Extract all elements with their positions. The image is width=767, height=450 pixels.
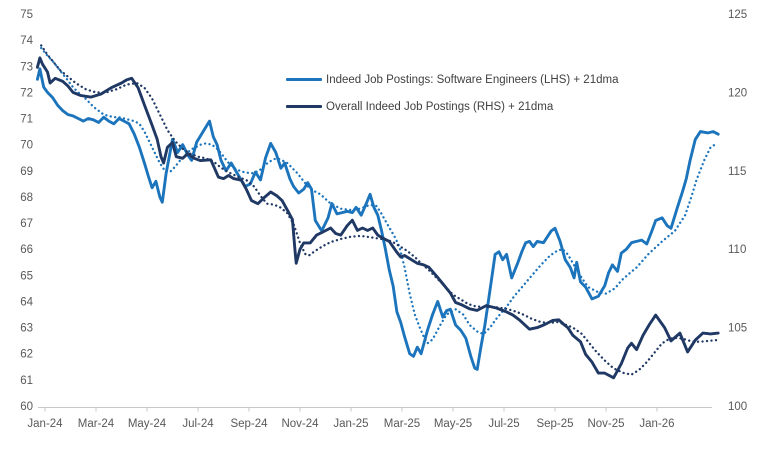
x-axis-tick-label: Mar-24 [78,418,115,430]
y-axis-left-tick-label: 74 [20,35,33,47]
x-axis-tick-label: Mar-25 [384,418,420,430]
x-axis-tick-label: Jul-25 [488,418,519,430]
x-axis-tick-label: Sep-24 [230,418,268,430]
y-axis-left-tick-label: 66 [20,244,33,256]
legend-item-software-engineers: Indeed Job Postings: Software Engineers … [286,66,618,93]
x-axis-tick-label: Jul-24 [182,418,214,430]
legend-label-software-engineers: Indeed Job Postings: Software Engineers … [326,73,619,86]
y-axis-right-tick-label: 105 [728,323,747,335]
y-axis-left-tick-label: 63 [20,323,33,335]
y-axis-right-tick-label: 100 [728,401,747,413]
y-axis-left-tick-label: 75 [20,9,33,21]
y-axis-right-tick-label: 120 [728,87,747,99]
y-axis-left-tick-label: 69 [20,166,33,178]
y-axis-left-tick-label: 60 [20,401,33,413]
series-line-overall-indeed-job-postings [35,56,720,380]
y-axis-right-tick-label: 125 [728,9,747,21]
y-axis-left-tick-label: 68 [20,192,33,204]
x-axis-tick-label: Jan-25 [333,418,368,430]
series-line-indeed-job-postings-software-engineers-21dma [40,46,719,345]
legend-item-overall: Overall Indeed Job Postings (RHS) + 21dm… [286,93,618,120]
chart-legend: Indeed Job Postings: Software Engineers … [286,66,618,120]
x-axis-tick-label: Nov-24 [281,418,319,430]
y-axis-right-tick-label: 110 [728,244,746,256]
x-axis-tick-label: Sep-25 [536,418,573,430]
y-axis-left-tick-label: 71 [20,114,33,126]
x-axis-tick-label: May-25 [434,418,472,430]
legend-label-overall: Overall Indeed Job Postings (RHS) + 21dm… [326,100,554,113]
x-axis-tick-label: Jan-26 [639,418,674,430]
legend-line-swatch-blue [286,78,322,81]
x-axis-tick-label: Nov-25 [587,418,624,430]
y-axis-left-tick-label: 61 [20,375,33,387]
x-axis-tick-label: May-24 [128,418,167,430]
y-axis-left-tick-label: 65 [20,270,33,282]
y-axis-left-tick-label: 62 [20,349,33,361]
y-axis-right-tick-label: 115 [728,166,746,178]
y-axis-left-tick-label: 64 [20,296,33,308]
y-axis-left-tick-label: 67 [20,218,33,230]
x-axis-tick-label: Jan-24 [27,418,63,430]
legend-line-swatch-navy [286,105,322,108]
y-axis-left-tick-label: 70 [20,140,33,152]
y-axis-left-tick-label: 73 [20,61,33,73]
series-line-overall-indeed-job-postings-21dma [40,44,719,376]
y-axis-left-tick-label: 72 [20,87,33,99]
